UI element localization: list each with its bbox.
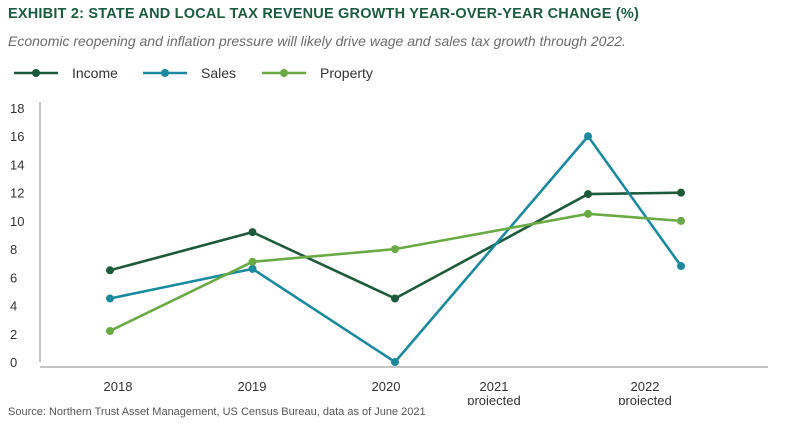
data-point-property (677, 216, 685, 225)
legend: Income Sales Property (0, 58, 800, 88)
chart-title: EXHIBIT 2: STATE AND LOCAL TAX REVENUE G… (8, 6, 640, 22)
data-point-income (677, 188, 685, 197)
data-point-property (106, 326, 114, 335)
data-point-income (584, 190, 593, 199)
chart-subtitle: Economic reopening and inflation pressur… (8, 33, 626, 49)
y-tick-label: 0 (10, 355, 17, 370)
y-axis: 0 2 4 6 8 10 12 14 16 18 (10, 101, 41, 370)
y-tick-label: 4 (10, 299, 17, 314)
data-point-sales (391, 358, 399, 366)
y-tick-label: 16 (10, 129, 24, 144)
series-sales (106, 132, 685, 366)
y-tick-label: 8 (10, 242, 17, 257)
line-chart: 0 2 4 6 8 10 12 14 16 18 2018 2019 2020 2021 projecte… (10, 101, 768, 405)
y-tick-label: 10 (10, 214, 24, 229)
legend-label-income: Income (72, 65, 118, 81)
data-point-sales (106, 294, 114, 303)
x-tick-label: 2019 (238, 379, 267, 394)
legend-swatch-sales (143, 69, 187, 77)
data-point-property (391, 245, 399, 254)
x-tick-label: 2020 (372, 379, 401, 394)
data-point-sales (677, 262, 685, 271)
legend-item-income: Income (14, 58, 124, 88)
y-tick-label: 6 (10, 270, 17, 285)
series-property (106, 209, 685, 335)
x-tick-label: 2018 (104, 379, 133, 394)
x-axis: 2018 2019 2020 2021 projected 2022 projected (40, 366, 768, 405)
data-point-income (248, 228, 257, 237)
series-income (106, 188, 685, 303)
legend-item-property: Property (262, 58, 392, 88)
legend-swatch-property (262, 69, 306, 77)
data-point-property (248, 257, 257, 266)
y-tick-label: 2 (10, 327, 17, 342)
data-point-sales (584, 132, 593, 141)
x-tick-label: 2021 projected (467, 379, 520, 405)
y-tick-label: 14 (10, 157, 24, 172)
y-tick-label: 18 (10, 101, 24, 116)
series-layer (106, 132, 685, 366)
data-point-income (106, 266, 114, 275)
data-point-property (584, 209, 593, 218)
legend-label-sales: Sales (201, 65, 237, 81)
y-tick-label: 12 (10, 186, 24, 201)
legend-swatch-income (14, 69, 58, 77)
series-line-property (109, 212, 682, 333)
source-note: Source: Northern Trust Asset Management,… (8, 406, 426, 418)
data-point-sales (248, 264, 257, 273)
x-tick-label: 2022 projected (618, 379, 671, 405)
legend-item-sales: Sales (143, 58, 253, 88)
legend-label-property: Property (320, 65, 373, 81)
data-point-income (391, 294, 399, 303)
